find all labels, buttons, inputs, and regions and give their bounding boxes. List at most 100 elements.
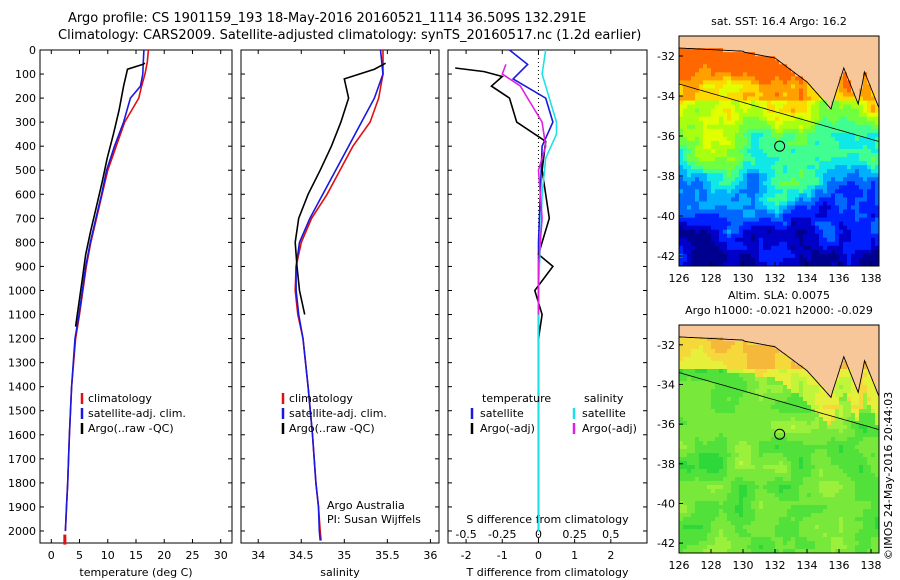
sst_map-cell xyxy=(803,36,808,41)
sst_map-cell xyxy=(859,104,864,110)
sla_map-cell xyxy=(719,397,724,402)
sst_map-cell xyxy=(811,233,816,239)
sla_map-cell xyxy=(759,497,764,502)
sst_map-cell xyxy=(723,60,728,65)
sla_map-cell xyxy=(787,365,792,370)
sst_map-cell xyxy=(827,201,832,206)
sst_map-cell xyxy=(687,177,692,182)
sst_map-cell xyxy=(871,144,876,150)
sla_map-cell xyxy=(679,449,684,454)
sst_map-cell xyxy=(767,253,772,259)
sst_map-cell xyxy=(771,68,776,73)
sst_map-cell xyxy=(707,44,712,49)
sla_map-cell xyxy=(711,481,716,486)
sla_map-cell xyxy=(679,369,684,374)
sst_map-cell xyxy=(847,144,852,150)
sla_map-cell xyxy=(759,393,764,398)
sla_map-cell xyxy=(807,325,812,330)
sst_map-cell xyxy=(859,241,864,247)
sst_map-cell xyxy=(683,64,688,69)
sla_map-cell xyxy=(799,529,804,534)
sla_map-cell xyxy=(795,541,800,546)
sst_map-cell xyxy=(755,161,760,166)
sst_map-cell xyxy=(771,165,776,170)
sla_map-cell xyxy=(763,485,768,490)
sst_map-cell xyxy=(711,60,716,65)
differences-xtick-label: 1 xyxy=(571,549,578,562)
sst_map-cell xyxy=(783,257,788,263)
sst_map-cell xyxy=(867,44,872,49)
sst_map-cell xyxy=(791,153,796,158)
sst_map-cell xyxy=(771,221,776,227)
sla_map-cell xyxy=(787,517,792,522)
sst_map-cell xyxy=(851,68,856,73)
sst_map-cell xyxy=(767,217,772,223)
sla_map-cell xyxy=(695,349,700,354)
sla_map-cell xyxy=(735,505,740,510)
sst_map-cell xyxy=(779,221,784,227)
sst_map-cell xyxy=(855,249,860,255)
sla_map-cell xyxy=(691,325,696,330)
sst_map-cell xyxy=(795,193,800,198)
sla_map-cell xyxy=(791,353,796,358)
sla_map-cell xyxy=(751,541,756,546)
sla_map-cell xyxy=(795,409,800,414)
sst_map-cell xyxy=(755,136,760,142)
sla_map-cell xyxy=(771,525,776,530)
sst_map-cell xyxy=(807,253,812,259)
sst_map-cell xyxy=(747,112,752,118)
sst_map-cell xyxy=(819,108,824,114)
sst_map-cell xyxy=(775,253,780,259)
sst_map-cell xyxy=(711,124,716,130)
sla_map-cell xyxy=(767,385,772,390)
sst_map-cell xyxy=(719,72,724,77)
sst_map-cell xyxy=(847,44,852,49)
sst_map-cell xyxy=(775,169,780,174)
sst_map-cell xyxy=(855,112,860,118)
sst_map-cell xyxy=(703,217,708,223)
sst_map-cell xyxy=(699,68,704,73)
sst_map-cell xyxy=(731,72,736,77)
sst_map-cell xyxy=(771,225,776,231)
sla_map-cell xyxy=(799,465,804,470)
sst_map-cell xyxy=(847,96,852,101)
sst_map-cell xyxy=(815,221,820,227)
sst_map-cell xyxy=(795,173,800,178)
sst_map-cell xyxy=(867,193,872,198)
sst_map-cell xyxy=(739,36,744,41)
sst_map-cell xyxy=(847,181,852,186)
sst_map-cell xyxy=(711,185,716,190)
sst_map-cell xyxy=(687,201,692,206)
sst_map-cell xyxy=(863,40,868,45)
sla_map-cell xyxy=(775,489,780,494)
sst_map-cell xyxy=(803,205,808,210)
sst_map-cell xyxy=(771,120,776,126)
sst_map-cell xyxy=(767,56,772,61)
sst_map-cell xyxy=(731,165,736,170)
sla_map-cell xyxy=(783,517,788,522)
sla_map-cell xyxy=(743,537,748,542)
sla_map-cell xyxy=(791,437,796,442)
sst_map-cell xyxy=(687,221,692,227)
sst_map-cell xyxy=(703,144,708,150)
sla_map-cell xyxy=(699,545,704,550)
sst_map-cell xyxy=(795,245,800,251)
sla_map-cell xyxy=(787,469,792,474)
sst_map-cell xyxy=(875,233,880,239)
sst_map-cell xyxy=(767,161,772,166)
sst_map-cell xyxy=(811,205,816,210)
sst_map-cell xyxy=(835,233,840,239)
sst_map-cell xyxy=(699,84,704,89)
sla_map-cell xyxy=(683,485,688,490)
sst_map-cell xyxy=(783,72,788,77)
sst_map-cell xyxy=(835,88,840,93)
sst_map-cell xyxy=(823,108,828,114)
sst_map-cell xyxy=(731,140,736,146)
sla_map-cell xyxy=(795,357,800,362)
sst_map-cell xyxy=(863,48,868,53)
sst_map-cell xyxy=(707,257,712,263)
sst_map-cell xyxy=(703,177,708,182)
sla_map-cell xyxy=(691,517,696,522)
sst_map-cell xyxy=(827,72,832,77)
sla_map-cell xyxy=(679,405,684,410)
